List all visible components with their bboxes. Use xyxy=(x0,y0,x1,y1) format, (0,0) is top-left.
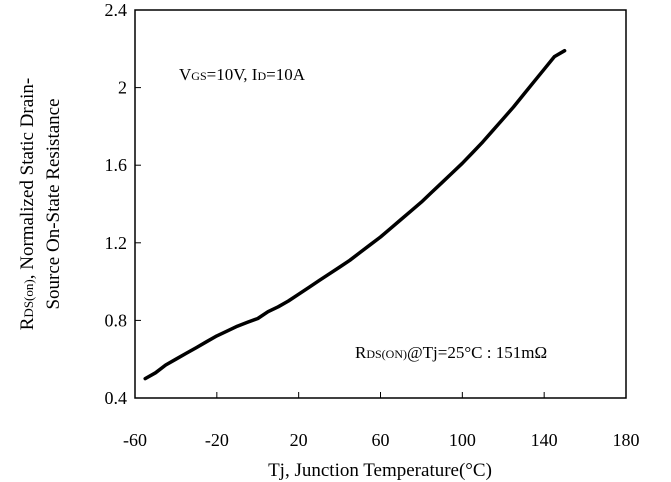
x-tick-label: -20 xyxy=(205,430,229,450)
y-tick-label: 2.4 xyxy=(105,0,128,20)
conditions-annotation: VGS=10V, ID=10A xyxy=(179,65,306,84)
series-line xyxy=(143,48,567,381)
reference-annotation: RDS(ON)@Tj=25°C : 151mΩ xyxy=(355,343,547,362)
x-tick-label: 140 xyxy=(531,430,558,450)
y-ticks: 0.4 0.8 1.2 1.6 2 2.4 xyxy=(105,0,141,408)
y-tick-label: 1.6 xyxy=(105,155,128,175)
y-tick-label: 1.2 xyxy=(105,233,128,253)
y-tick-label: 0.4 xyxy=(105,388,128,408)
x-ticks: -60 -20 20 60 100 140 180 xyxy=(123,392,640,450)
y-axis-title: RDS(on), Normalized Static Drain- Source… xyxy=(17,78,64,331)
x-tick-label: 20 xyxy=(290,430,308,450)
svg-text:Source On-State Resistance: Source On-State Resistance xyxy=(43,98,64,309)
y-tick-label: 2 xyxy=(118,78,127,98)
x-tick-label: 100 xyxy=(449,430,476,450)
x-tick-label: -60 xyxy=(123,430,147,450)
svg-text:RDS(on), Normalized Static Dra: RDS(on), Normalized Static Drain- xyxy=(17,78,38,331)
x-tick-label: 180 xyxy=(613,430,640,450)
y-tick-label: 0.8 xyxy=(105,310,128,330)
x-tick-label: 60 xyxy=(372,430,390,450)
x-axis-title: Tj, Junction Temperature(°C) xyxy=(268,460,492,481)
